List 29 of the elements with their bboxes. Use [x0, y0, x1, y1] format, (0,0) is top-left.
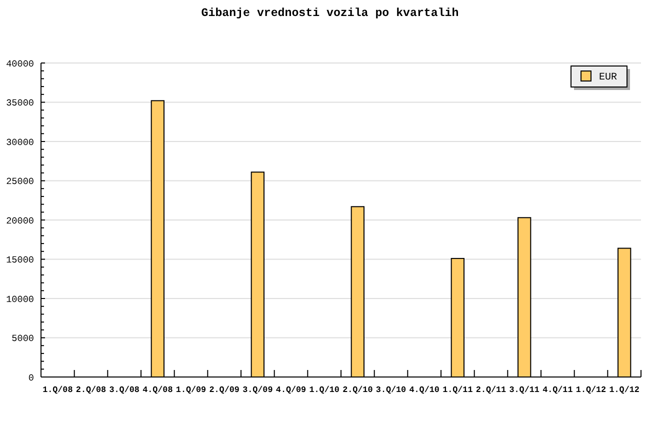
x-tick-label: 1.Q/08 — [42, 385, 73, 395]
y-tick-label: 20000 — [6, 215, 34, 226]
y-tick-label: 10000 — [6, 294, 34, 305]
y-tick-label: 40000 — [6, 58, 34, 70]
x-tick-label: 2.Q/09 — [209, 385, 240, 395]
x-tick-label: 3.Q/09 — [242, 385, 273, 395]
y-tick-label: 5000 — [12, 333, 34, 344]
x-tick-label: 4.Q/08 — [142, 385, 173, 395]
y-tick-label: 25000 — [6, 176, 34, 188]
y-tick-label: 30000 — [6, 136, 34, 148]
x-tick-label: 2.Q/11 — [476, 385, 506, 395]
x-tick-label: 1.Q/09 — [176, 385, 206, 395]
y-tick-label: 15000 — [6, 254, 34, 266]
chart-title: Gibanje vrednosti vozila po kvartalih — [201, 7, 459, 20]
x-tick-label: 3.Q/11 — [509, 385, 540, 395]
x-tick-label: 4.Q/10 — [409, 385, 440, 395]
x-tick-label: 1.Q/11 — [442, 385, 473, 395]
y-tick-label: 0 — [28, 372, 34, 384]
y-tick-label: 35000 — [6, 98, 34, 109]
x-tick-label: 4.Q/09 — [276, 385, 306, 395]
x-tick-label: 1.Q/12 — [576, 385, 606, 395]
x-tick-label: 1.Q/10 — [309, 385, 340, 395]
x-tick-label: 4.Q/11 — [542, 385, 573, 395]
x-tick-label: 2.Q/10 — [342, 385, 373, 395]
x-tick-label: 1.Q/12 — [609, 385, 640, 395]
x-tick-label: 2.Q/08 — [76, 385, 106, 395]
x-tick-label: 3.Q/10 — [376, 385, 406, 395]
legend-label: EUR — [599, 72, 618, 84]
x-tick-label: 3.Q/08 — [109, 385, 140, 395]
